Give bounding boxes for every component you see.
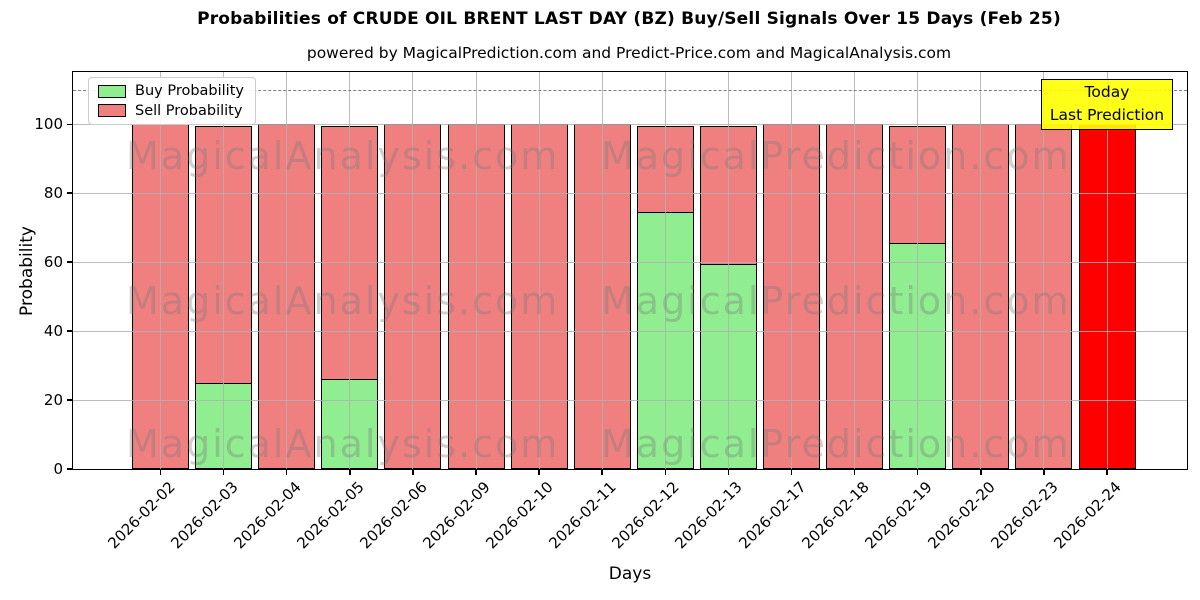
horizontal-gridline xyxy=(73,193,1187,195)
chart-subtitle: powered by MagicalPrediction.com and Pre… xyxy=(306,44,952,62)
watermark-magicalanalysis: MagicalAnalysis.com xyxy=(126,422,560,466)
vertical-gridline xyxy=(664,72,666,469)
x-tick xyxy=(664,469,667,475)
x-tick-label: 2026-02-09 xyxy=(419,478,494,553)
vertical-gridline xyxy=(601,72,603,469)
vertical-gridline xyxy=(538,72,540,469)
y-tick xyxy=(67,330,73,332)
x-tick xyxy=(601,469,603,475)
y-tick-label: 40 xyxy=(43,322,63,341)
threshold-dashed-line xyxy=(73,89,1187,91)
plot-area: MagicalAnalysis.com MagicalPrediction.com… xyxy=(17,71,1188,584)
x-tick-label: 2026-02-13 xyxy=(671,478,747,553)
x-tick xyxy=(916,469,919,475)
x-tick xyxy=(980,469,982,475)
watermark-magicalanalysis: MagicalAnalysis.com xyxy=(126,134,560,178)
vertical-gridline xyxy=(223,72,225,469)
vertical-gridline xyxy=(475,72,477,469)
x-tick-label: 2026-02-23 xyxy=(987,478,1062,553)
vertical-gridline xyxy=(854,72,856,469)
x-tick xyxy=(790,469,793,475)
sell-swatch xyxy=(98,104,126,118)
x-tick-label: 2026-02-24 xyxy=(1050,478,1125,553)
y-tick-label: 80 xyxy=(43,184,63,203)
x-tick-label: 2026-02-05 xyxy=(293,478,368,553)
x-tick xyxy=(538,469,540,475)
legend-label-buy: Buy Probability xyxy=(135,83,244,99)
horizontal-gridline xyxy=(73,262,1187,264)
watermark-magicalprediction: MagicalPrediction.com xyxy=(601,134,1071,178)
vertical-gridline xyxy=(1106,72,1108,469)
watermark-magicalanalysis: MagicalAnalysis.com xyxy=(126,279,560,323)
x-tick xyxy=(1043,469,1045,475)
y-tick-label: 100 xyxy=(34,115,63,134)
vertical-gridline xyxy=(791,72,792,469)
y-tick-label: 0 xyxy=(53,460,63,478)
vertical-gridline xyxy=(727,72,729,469)
y-axis-label: Probability xyxy=(17,225,37,316)
legend-label-sell: Sell Probability xyxy=(135,102,243,119)
x-tick xyxy=(727,469,730,475)
y-tick-label: 20 xyxy=(43,391,63,410)
x-tick-label: 2026-02-11 xyxy=(545,478,620,553)
x-tick-label: 2026-02-17 xyxy=(734,478,810,553)
today-annotation-line1: Today xyxy=(1084,83,1130,101)
buy-swatch xyxy=(98,84,126,98)
today-annotation-line2: Last Prediction xyxy=(1049,106,1165,125)
x-axis-label: Days xyxy=(608,564,652,584)
x-tick-label: 2026-02-20 xyxy=(924,478,999,553)
x-tick xyxy=(475,469,477,475)
x-tick-label: 2026-02-10 xyxy=(482,478,557,553)
y-tick xyxy=(67,192,73,194)
x-tick-label: 2026-02-06 xyxy=(356,478,431,553)
vertical-gridline xyxy=(1043,72,1045,469)
today-annotation-box: Today Last Prediction xyxy=(1041,79,1173,130)
x-tick xyxy=(853,469,856,475)
horizontal-gridline xyxy=(73,400,1187,402)
chart-legend: Buy Probability Sell Probability xyxy=(88,77,256,125)
x-tick-label: 2026-02-04 xyxy=(230,478,305,553)
legend-row-buy: Buy Probability xyxy=(98,84,244,99)
x-tick xyxy=(349,469,351,475)
y-tick xyxy=(67,468,73,470)
x-tick xyxy=(222,469,225,475)
watermark-magicalprediction: MagicalPrediction.com xyxy=(601,279,1071,323)
vertical-gridline xyxy=(286,72,288,469)
chart-title: Probabilities of CRUDE OIL BRENT LAST DA… xyxy=(197,9,1061,29)
y-tick xyxy=(67,261,73,263)
x-tick xyxy=(159,469,162,475)
vertical-gridline xyxy=(412,72,414,469)
x-tick-label: 2026-02-02 xyxy=(103,478,179,553)
vertical-gridline xyxy=(917,72,919,469)
horizontal-gridline xyxy=(73,124,1187,126)
x-tick-label: 2026-02-19 xyxy=(861,478,936,553)
x-tick xyxy=(412,469,414,475)
x-tick-label: 2026-02-12 xyxy=(608,478,684,553)
x-tick xyxy=(285,469,288,475)
x-tick xyxy=(1106,469,1108,475)
y-tick xyxy=(67,123,73,126)
horizontal-gridline xyxy=(73,331,1187,333)
vertical-gridline xyxy=(980,72,982,469)
legend-row-sell: Sell Probability xyxy=(98,102,244,119)
y-tick xyxy=(67,399,73,401)
vertical-gridline xyxy=(160,72,161,469)
watermark-magicalprediction: MagicalPrediction.com xyxy=(601,422,1071,466)
y-tick-label: 60 xyxy=(43,253,63,272)
vertical-gridline xyxy=(349,72,351,469)
